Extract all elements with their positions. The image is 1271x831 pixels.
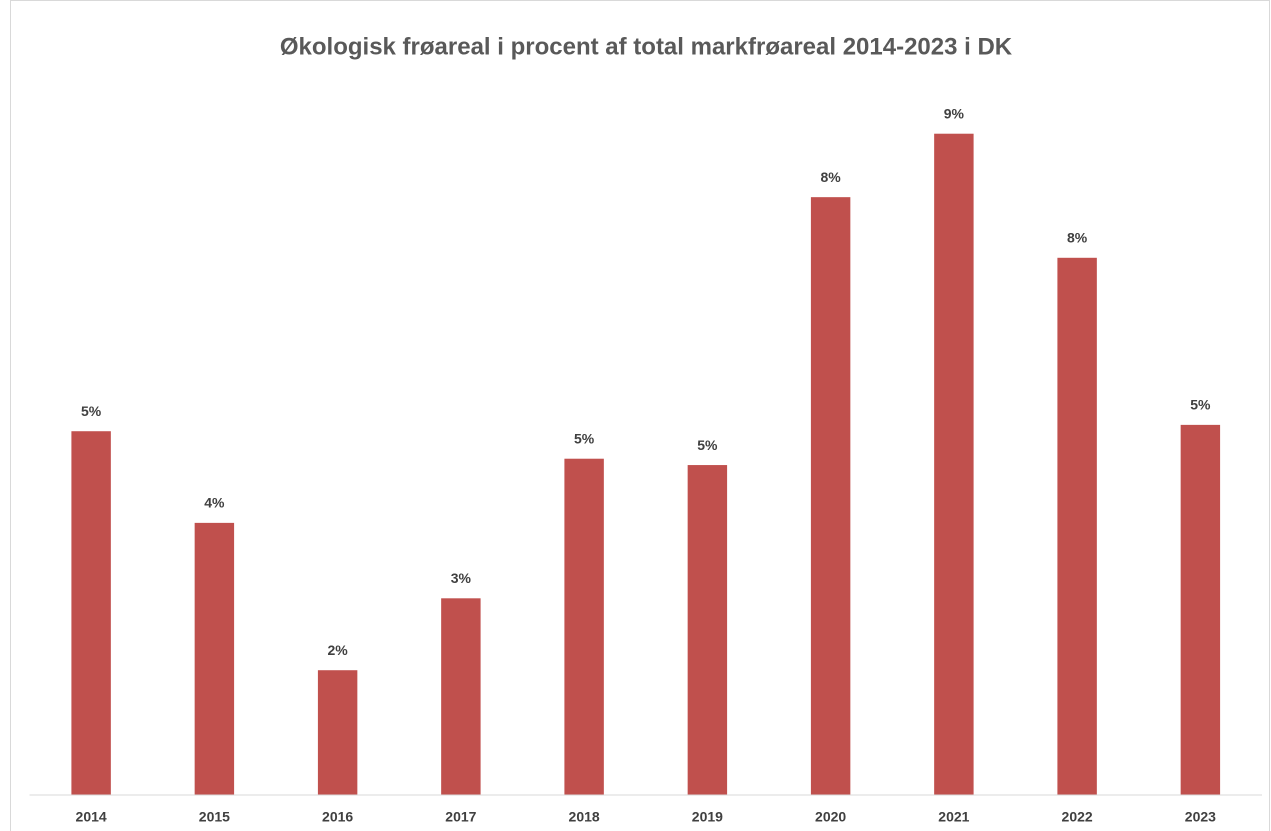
data-label: 8% — [821, 169, 842, 185]
data-label: 8% — [1067, 229, 1088, 245]
bar — [71, 431, 111, 795]
data-label: 9% — [944, 105, 965, 121]
x-tick-label: 2016 — [322, 809, 353, 825]
data-label: 3% — [451, 570, 472, 586]
data-label: 5% — [1190, 397, 1211, 413]
data-label: 4% — [204, 495, 225, 511]
data-label: 5% — [574, 430, 595, 446]
data-label: 5% — [697, 437, 718, 453]
x-tick-label: 2020 — [815, 809, 846, 825]
bar — [810, 197, 851, 795]
bar — [1057, 257, 1097, 795]
x-tick-label: 2023 — [1185, 809, 1216, 825]
x-tick-label: 2022 — [1062, 809, 1093, 825]
data-label: 5% — [81, 403, 102, 419]
bar — [934, 133, 974, 795]
bar — [1180, 424, 1221, 795]
bar — [194, 522, 235, 795]
x-tick-label: 2015 — [199, 809, 230, 825]
data-label: 2% — [328, 642, 349, 658]
bar — [317, 670, 358, 795]
x-tick-label: 2021 — [938, 809, 969, 825]
bar — [687, 465, 728, 795]
chart-title: Økologisk frøareal i procent af total ma… — [280, 33, 1013, 60]
x-tick-label: 2019 — [692, 809, 723, 825]
x-tick-label: 2017 — [445, 809, 476, 825]
x-tick-label: 2018 — [569, 809, 600, 825]
bar — [564, 458, 604, 795]
bar — [441, 598, 481, 795]
x-tick-label: 2014 — [76, 809, 107, 825]
